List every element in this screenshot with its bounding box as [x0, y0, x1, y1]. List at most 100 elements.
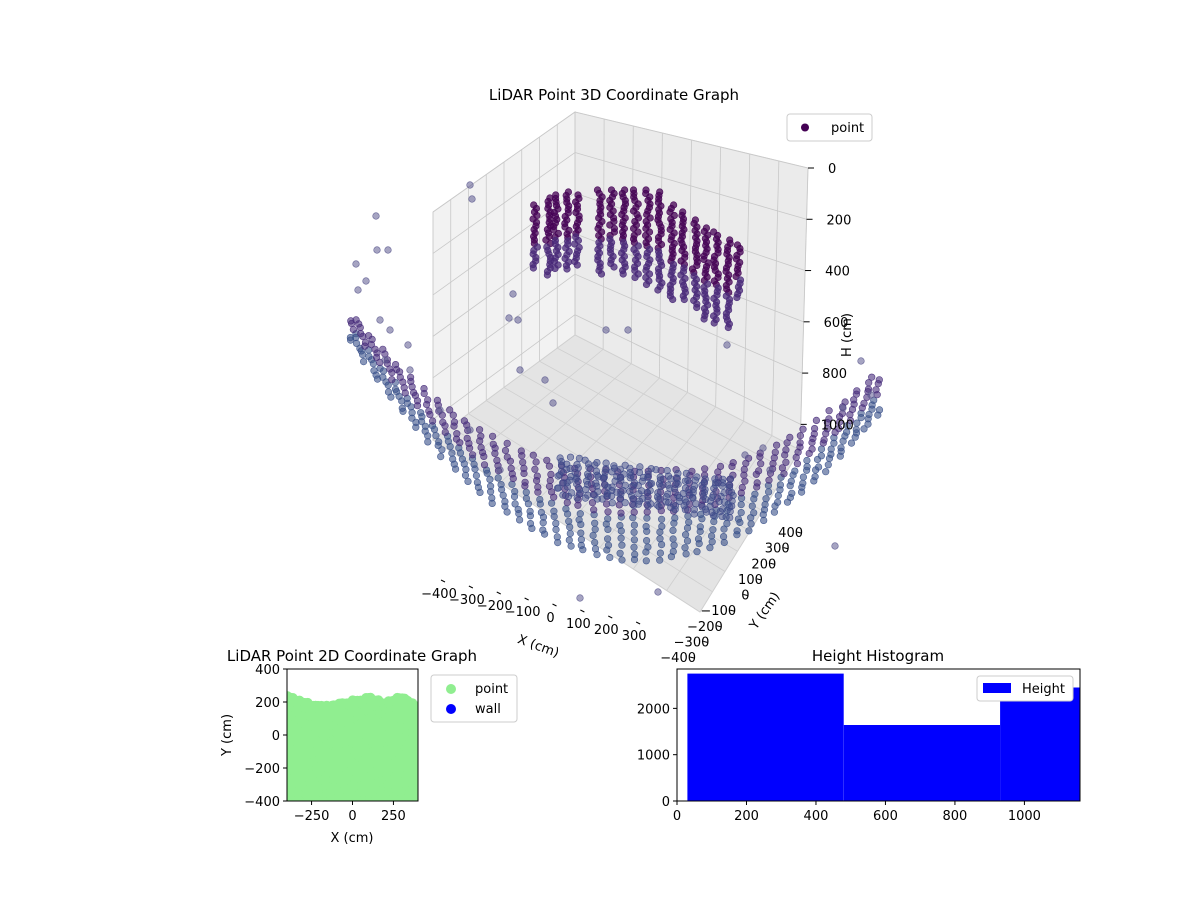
data-point — [635, 468, 644, 477]
data-point — [487, 482, 495, 490]
data-point — [505, 314, 513, 322]
data-point — [671, 505, 679, 514]
legend-histogram: Height — [976, 675, 1074, 702]
data-point — [631, 273, 639, 282]
data-point — [757, 460, 765, 468]
data-point — [466, 181, 474, 189]
data-point — [630, 521, 639, 529]
data-point — [669, 526, 677, 535]
data-point — [460, 417, 469, 425]
data-point — [353, 339, 361, 348]
data-point — [590, 506, 598, 514]
data-point — [654, 286, 662, 294]
data-point — [630, 508, 638, 516]
data-point — [875, 406, 884, 414]
data-point — [812, 416, 821, 425]
x-tick-label-2d: 0 — [348, 809, 356, 824]
y-tick-mark — [783, 547, 788, 550]
data-point — [597, 270, 606, 278]
y-tick-label-2d: 200 — [255, 696, 280, 711]
data-point — [604, 508, 612, 516]
data-point — [669, 547, 677, 556]
data-point — [488, 494, 496, 502]
data-point — [566, 529, 574, 538]
data-point — [563, 483, 572, 491]
data-point — [799, 479, 807, 487]
data-point — [509, 290, 517, 298]
data-point — [349, 325, 358, 334]
histogram-bar — [687, 673, 844, 801]
data-point — [554, 472, 562, 480]
data-point — [591, 519, 599, 527]
data-point — [384, 246, 392, 254]
data-point — [429, 417, 437, 425]
data-point — [700, 315, 708, 323]
z-tick-label: 600 — [824, 316, 849, 331]
data-point — [541, 376, 549, 384]
data-point — [860, 399, 868, 407]
data-point — [472, 472, 481, 480]
data-point — [753, 479, 761, 487]
data-point — [692, 500, 700, 508]
data-point — [635, 490, 643, 498]
data-point — [619, 270, 627, 278]
legend-2d-point-marker — [446, 684, 456, 694]
data-point — [573, 480, 581, 488]
y-tick-label-hist: 1000 — [637, 749, 670, 764]
data-point — [449, 455, 457, 463]
x-tick-label: 0 — [546, 611, 554, 626]
data-point — [707, 532, 716, 540]
data-point — [696, 523, 704, 531]
data-point — [657, 515, 666, 523]
data-point — [577, 535, 586, 544]
data-point — [514, 505, 522, 514]
data-point — [616, 465, 624, 473]
data-point — [860, 425, 868, 433]
data-point — [747, 520, 755, 528]
data-point — [489, 440, 497, 448]
data-point — [604, 541, 613, 549]
data-point — [694, 535, 703, 543]
data-point — [670, 485, 679, 493]
x-tick-label: −400 — [421, 587, 457, 602]
data-point — [788, 489, 796, 497]
grid-line-floor — [539, 360, 776, 491]
data-point — [642, 557, 650, 565]
data-point — [803, 456, 811, 465]
data-point — [680, 295, 688, 304]
data-point — [448, 449, 456, 457]
data-point — [723, 341, 731, 349]
data-point — [726, 507, 734, 516]
y-tick-label: 300 — [765, 542, 790, 557]
x-tick-mark — [608, 615, 613, 619]
grid-line-floor — [557, 347, 788, 471]
data-point — [373, 246, 381, 254]
data-point — [362, 277, 370, 285]
y-tick-mark — [770, 562, 775, 565]
chart-histogram: Height Histogram 0 200 400 600 800 1000 0 1000 2… — [637, 647, 1081, 824]
data-point — [420, 385, 428, 393]
data-point — [563, 499, 571, 507]
legend-3d-marker — [801, 123, 809, 132]
data-point — [656, 549, 665, 557]
data-point — [723, 519, 731, 528]
data-point — [617, 534, 625, 542]
data-point — [786, 433, 794, 442]
data-point — [793, 460, 802, 468]
data-point — [408, 409, 416, 417]
data-point — [537, 508, 546, 517]
data-point — [553, 484, 562, 492]
data-point — [494, 474, 502, 482]
chart-2d-points — [287, 691, 418, 801]
data-point — [671, 514, 679, 522]
data-point — [852, 425, 860, 434]
legend-2d-point-label: point — [475, 682, 508, 697]
data-point — [591, 545, 600, 553]
y-tick-label: 200 — [751, 557, 776, 572]
data-point — [563, 465, 571, 474]
data-point — [630, 536, 639, 544]
data-point — [682, 550, 690, 558]
data-point — [546, 476, 554, 485]
x-tick-label-hist: 400 — [804, 809, 829, 824]
data-point — [575, 516, 583, 524]
